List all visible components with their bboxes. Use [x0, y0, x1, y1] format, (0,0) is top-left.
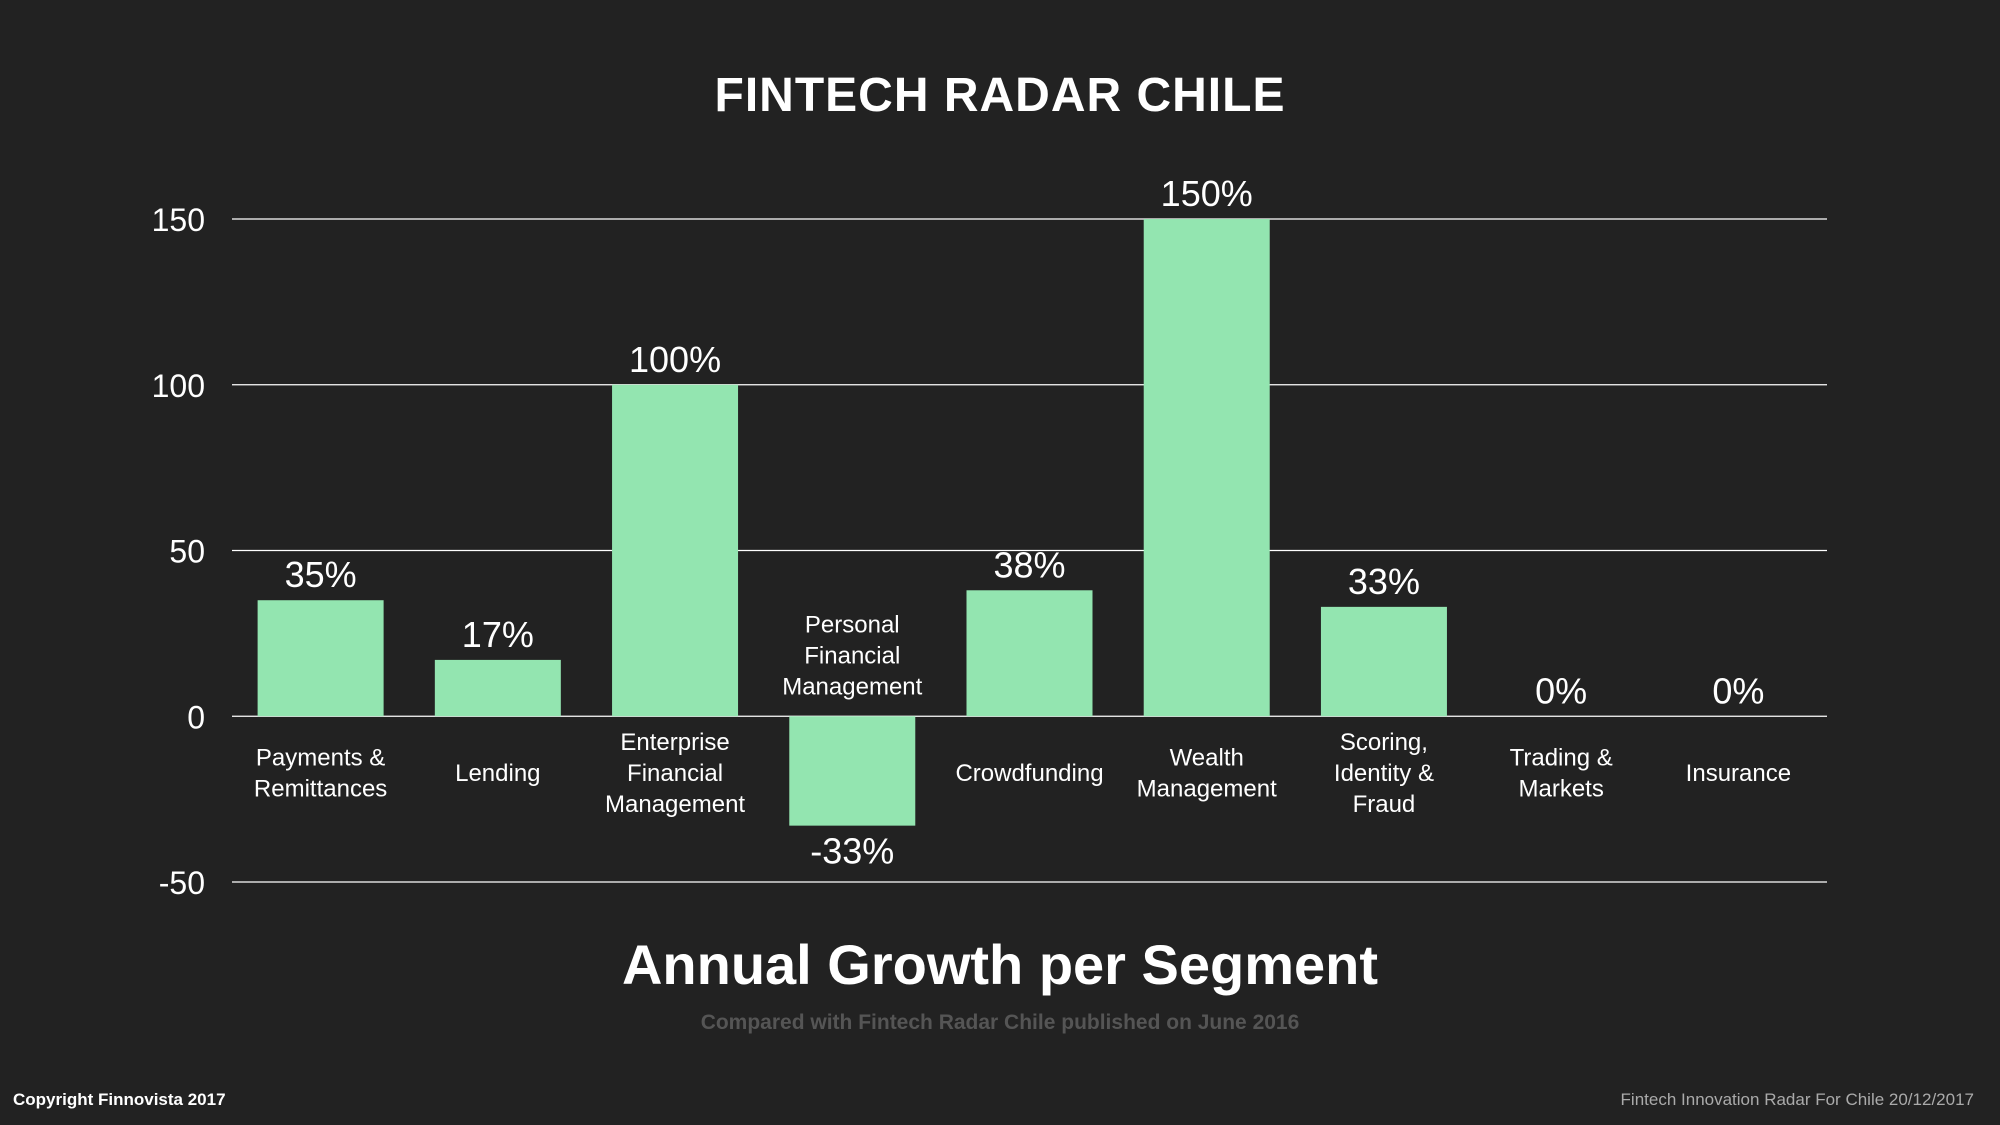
category-label-line: Remittances — [254, 776, 387, 803]
data-label: -33% — [810, 831, 894, 872]
chart-subtitle: Annual Growth per Segment — [621, 933, 1379, 996]
category-label: Payments & Remittances — [254, 745, 387, 803]
y-tick-label: -50 — [159, 865, 205, 901]
category-label-line: Financial — [627, 760, 723, 787]
bar — [789, 716, 916, 826]
value-labels: 35% 17% 100% -33% 38% 150% 33% 0% 0% — [285, 173, 1765, 872]
category-label: Enterprise Financial Management — [605, 729, 745, 818]
data-label: 150% — [1161, 173, 1253, 214]
category-label-line: Markets — [1518, 776, 1603, 803]
category-label: Crowdfunding — [955, 760, 1103, 787]
bar — [612, 384, 739, 717]
category-label-line: Wealth — [1170, 745, 1244, 772]
source-text: Fintech Innovation Radar For Chile 20/12… — [1620, 1090, 1974, 1109]
category-label: Lending — [455, 760, 540, 787]
data-label: 38% — [993, 544, 1065, 585]
category-label: Insurance — [1686, 760, 1791, 787]
data-label: 100% — [629, 339, 721, 380]
category-label-line: Trading & — [1510, 745, 1613, 772]
data-label: 0% — [1712, 670, 1764, 711]
category-label: Trading & Markets — [1510, 745, 1613, 803]
category-label-line: Financial — [804, 642, 900, 669]
y-axis-ticks: 150 100 50 0 -50 — [152, 202, 205, 901]
bar — [257, 600, 384, 717]
category-label: Personal Financial Management — [782, 611, 922, 700]
category-label-line: Identity & — [1334, 760, 1434, 787]
y-tick-label: 0 — [187, 699, 205, 735]
data-label: 35% — [285, 554, 357, 595]
category-label-line: Scoring, — [1340, 729, 1428, 756]
category-labels: Payments & Remittances Lending Enterprise Fi… — [254, 611, 1791, 818]
bar — [966, 590, 1093, 717]
chart-title: FINTECH RADAR CHILE — [714, 69, 1286, 122]
category-label-line: Management — [782, 673, 922, 700]
category-label: Wealth Management — [1137, 745, 1277, 803]
data-label: 17% — [462, 614, 534, 655]
bar — [1143, 219, 1270, 717]
chart-caption: Compared with Fintech Radar Chile publis… — [700, 1011, 1300, 1034]
y-tick-label: 50 — [169, 534, 205, 570]
category-label-line: Personal — [805, 611, 900, 638]
category-label: Scoring, Identity & Fraud — [1334, 729, 1434, 818]
data-label: 33% — [1348, 561, 1420, 602]
data-label: 0% — [1535, 670, 1587, 711]
category-label-line: Crowdfunding — [955, 760, 1103, 787]
category-label-line: Enterprise — [620, 729, 729, 756]
category-label-line: Insurance — [1686, 760, 1791, 787]
y-tick-label: 100 — [152, 368, 205, 404]
bar — [434, 659, 561, 717]
category-label-line: Fraud — [1353, 791, 1416, 818]
category-label-line: Payments & — [256, 745, 385, 772]
bars — [257, 219, 1447, 826]
category-label-line: Management — [605, 791, 745, 818]
bar — [1320, 606, 1447, 717]
y-tick-label: 150 — [152, 202, 205, 238]
category-label-line: Lending — [455, 760, 540, 787]
category-label-line: Management — [1137, 776, 1277, 803]
copyright-text: Copyright Finnovista 2017 — [13, 1090, 226, 1109]
